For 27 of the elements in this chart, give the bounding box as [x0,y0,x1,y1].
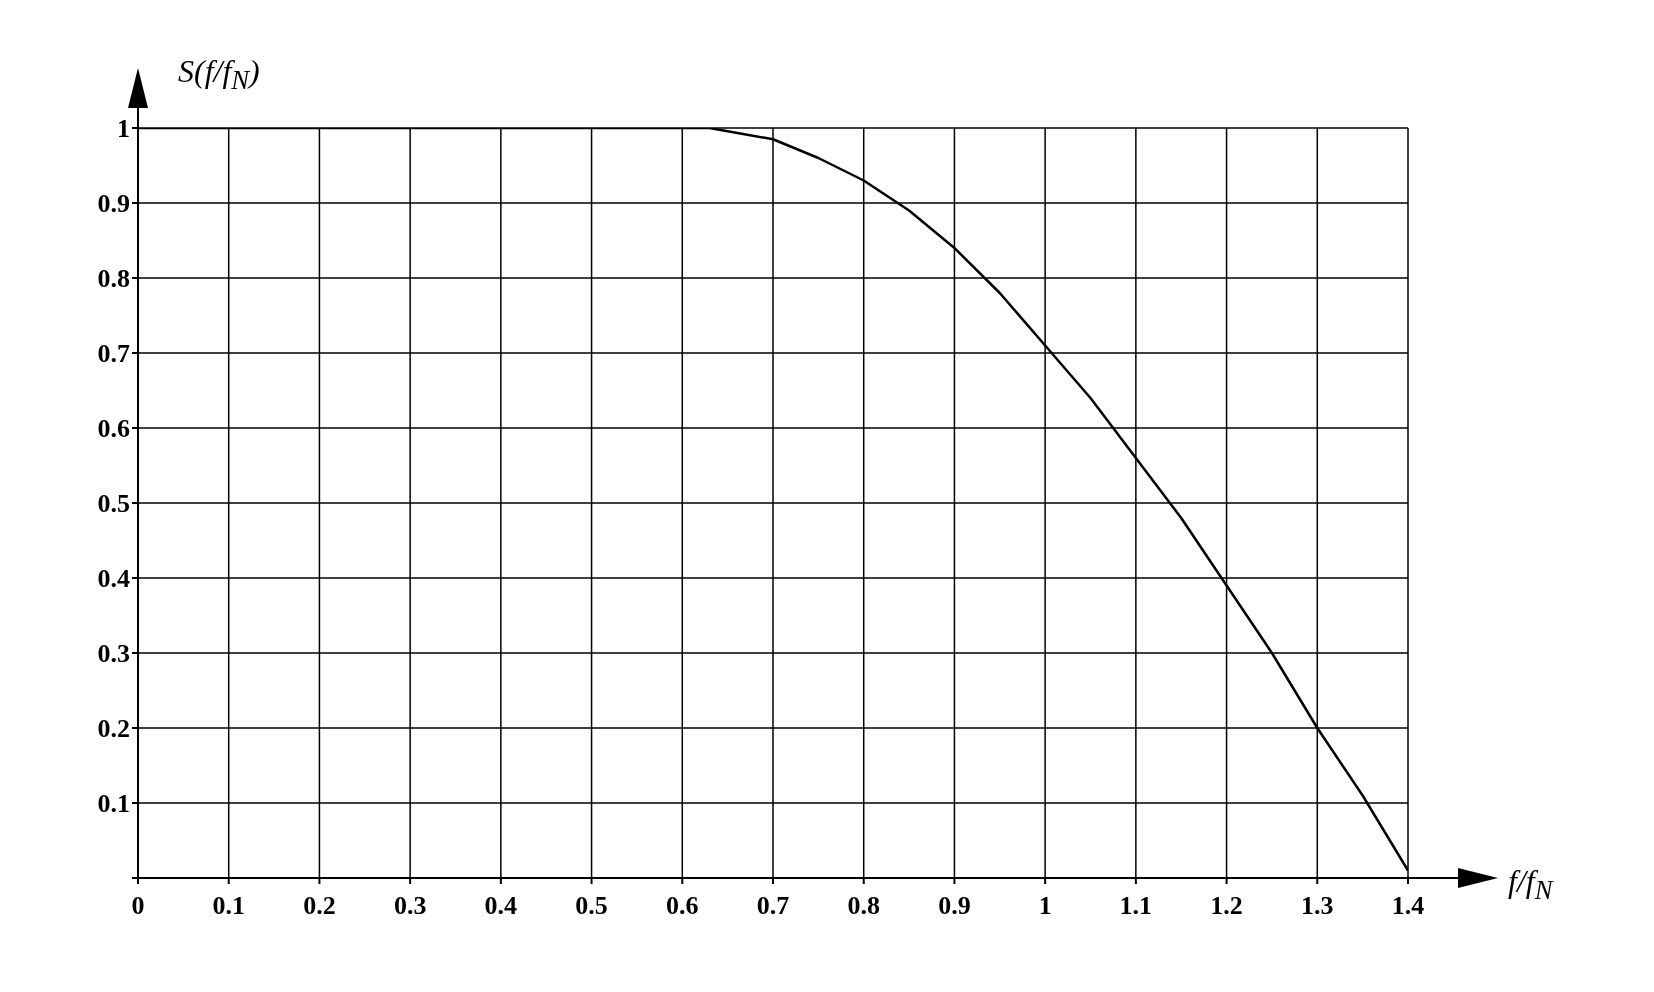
x-tick-label: 0.4 [484,891,518,921]
x-tick-label: 0.1 [212,891,245,921]
y-tick-label: 0.4 [97,564,130,594]
y-tick-label: 0.8 [97,264,130,294]
x-tick-label: 0.7 [756,891,790,921]
y-tick-label: 0.2 [97,714,130,744]
x-tick-label: 0 [131,891,145,921]
x-tick-label: 1.1 [1119,891,1153,921]
x-tick-label: 1.2 [1210,891,1243,921]
y-tick-label: 0.3 [97,639,130,669]
x-tick-label: 0.6 [666,891,699,921]
y-tick-label: 1 [117,114,130,144]
x-tick-label: 1.3 [1301,891,1334,921]
y-tick-label: 0.5 [97,489,130,519]
x-tick-label: 1 [1038,891,1052,921]
y-axis-title: S(f/f$_{N}$) [178,53,260,97]
x-tick-label: 0.9 [938,891,971,921]
y-tick-label: 0.6 [97,414,130,444]
x-tick-label: 0.2 [303,891,336,921]
x-tick-label: 0.3 [393,891,427,921]
y-tick-label: 0.9 [97,189,130,219]
x-tick-label: 0.8 [847,891,880,921]
y-tick-label: 0.7 [97,339,130,369]
x-axis-title: f/f$_{N}$ [1508,863,1553,907]
x-tick-label: 0.5 [575,891,608,921]
y-tick-label: 0.1 [97,789,130,819]
x-tick-label: 1.4 [1391,891,1425,921]
